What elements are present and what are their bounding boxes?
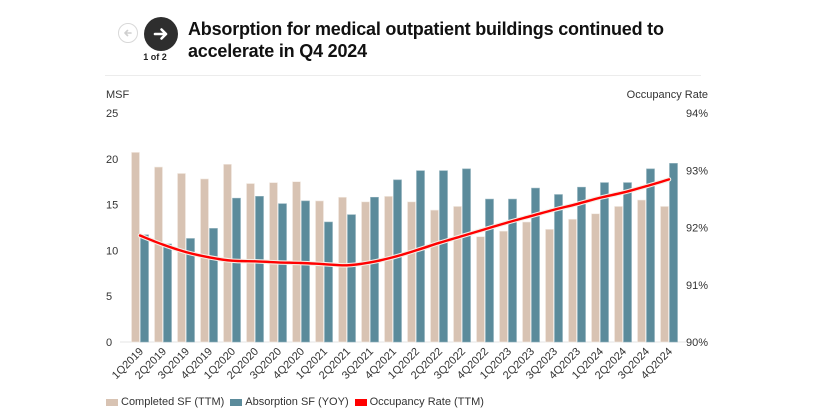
next-chart-button[interactable]: [144, 17, 178, 51]
bar-completed-sf[interactable]: [154, 166, 163, 343]
legend-item-completed[interactable]: Completed SF (TTM): [106, 396, 224, 408]
y-tick-label: 0: [106, 337, 112, 349]
bar-completed-sf[interactable]: [131, 152, 140, 343]
y-tick-label: 15: [106, 200, 118, 212]
bar-completed-sf[interactable]: [614, 206, 623, 343]
bar-absorption-sf[interactable]: [439, 170, 448, 343]
bar-absorption-sf[interactable]: [140, 234, 149, 343]
legend-swatch-completed: [106, 398, 118, 406]
bar-absorption-sf[interactable]: [554, 194, 563, 343]
y-tick-label: 5: [106, 291, 112, 303]
bar-absorption-sf[interactable]: [347, 214, 356, 343]
bar-completed-sf[interactable]: [660, 206, 669, 343]
bar-absorption-sf[interactable]: [186, 238, 195, 343]
bars-group: [131, 152, 678, 343]
bar-absorption-sf[interactable]: [577, 186, 586, 343]
y2-tick-label: 90%: [686, 337, 708, 349]
occupancy-rate-line[interactable]: [138, 178, 671, 267]
x-axis-ticks: 1Q20192Q20193Q20194Q20191Q20202Q20203Q20…: [110, 346, 675, 382]
y-tick-label: 20: [106, 154, 118, 166]
bar-absorption-sf[interactable]: [209, 228, 218, 343]
legend-swatch-absorption: [230, 398, 243, 406]
bar-completed-sf[interactable]: [338, 196, 347, 343]
bar-absorption-sf[interactable]: [531, 187, 540, 343]
bar-absorption-sf[interactable]: [508, 198, 517, 343]
legend-item-occupancy[interactable]: Occupancy Rate (TTM): [354, 396, 484, 408]
bar-completed-sf[interactable]: [499, 230, 508, 343]
bar-absorption-sf[interactable]: [485, 198, 494, 343]
bar-completed-sf[interactable]: [522, 221, 531, 343]
y2-axis-label: Occupancy Rate: [627, 89, 708, 101]
y2-tick-label: 91%: [686, 280, 708, 292]
bar-completed-sf[interactable]: [453, 206, 462, 343]
bar-absorption-sf[interactable]: [324, 221, 333, 343]
bar-absorption-sf[interactable]: [600, 182, 609, 343]
y-tick-label: 25: [106, 108, 118, 120]
bar-absorption-sf[interactable]: [462, 168, 471, 343]
legend-item-absorption[interactable]: Absorption SF (YOY): [230, 396, 349, 408]
legend-label-completed: Completed SF (TTM): [121, 396, 225, 408]
arrow-left-icon: [124, 29, 132, 37]
bar-completed-sf[interactable]: [476, 236, 485, 343]
bar-completed-sf[interactable]: [361, 201, 370, 343]
y-axis-label: MSF: [106, 89, 130, 101]
legend-label-absorption: Absorption SF (YOY): [245, 396, 349, 408]
bar-absorption-sf[interactable]: [623, 182, 632, 343]
bar-absorption-sf[interactable]: [232, 197, 241, 343]
y2-tick-label: 92%: [686, 223, 708, 235]
y2-tick-label: 94%: [686, 108, 708, 120]
title-divider: [105, 75, 701, 76]
occupancy-line-halo: [137, 177, 672, 268]
chart-title: Absorption for medical outpatient buildi…: [188, 19, 664, 61]
y-tick-label: 10: [106, 245, 118, 257]
legend-label-occupancy: Occupancy Rate (TTM): [369, 396, 484, 408]
y2-axis-ticks: 90% 91% 92% 93% 94%: [686, 108, 708, 349]
page-indicator: 1 of 2: [143, 52, 167, 62]
bar-absorption-sf[interactable]: [255, 196, 264, 343]
bar-completed-sf[interactable]: [637, 199, 646, 343]
bar-completed-sf[interactable]: [177, 173, 186, 343]
bar-completed-sf[interactable]: [407, 201, 416, 343]
bar-absorption-sf[interactable]: [669, 163, 678, 343]
bar-completed-sf[interactable]: [568, 218, 577, 343]
bar-absorption-sf[interactable]: [416, 170, 425, 343]
bar-absorption-sf[interactable]: [646, 168, 655, 343]
bar-absorption-sf[interactable]: [370, 196, 379, 343]
occupancy-line-group: [137, 177, 672, 268]
bar-absorption-sf[interactable]: [301, 200, 310, 343]
bar-completed-sf[interactable]: [430, 209, 439, 343]
bar-completed-sf[interactable]: [384, 196, 393, 343]
previous-chart-button[interactable]: [118, 23, 138, 43]
y2-tick-label: 93%: [686, 165, 708, 177]
bar-completed-sf[interactable]: [200, 178, 209, 343]
bar-completed-sf[interactable]: [315, 200, 324, 343]
bar-absorption-sf[interactable]: [393, 179, 402, 343]
legend: Completed SF (TTM) Absorption SF (YOY) O…: [106, 396, 490, 408]
y-axis-ticks: 0 5 10 15 20 25: [106, 108, 118, 349]
legend-swatch-occupancy: [354, 398, 367, 406]
bar-absorption-sf[interactable]: [163, 243, 172, 343]
bar-absorption-sf[interactable]: [278, 203, 287, 343]
bar-completed-sf[interactable]: [223, 163, 232, 343]
bar-completed-sf[interactable]: [591, 213, 600, 343]
bar-completed-sf[interactable]: [545, 229, 554, 343]
arrow-right-icon: [153, 28, 168, 40]
